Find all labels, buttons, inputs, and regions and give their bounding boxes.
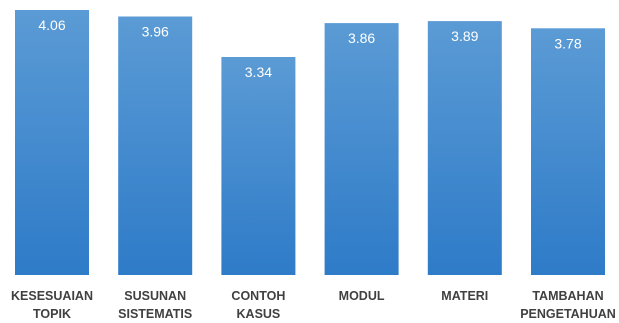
value-label-3: 3.86: [348, 30, 375, 46]
bar-1: [118, 16, 193, 275]
category-label-line: TOPIK: [33, 307, 71, 321]
category-label-line: CONTOH: [231, 289, 285, 303]
category-label-2: CONTOH KASUS: [231, 289, 285, 321]
category-label-5: TAMBAHAN PENGETAHUAN: [520, 289, 616, 321]
category-label-line: PENGETAHUAN: [520, 307, 616, 321]
bar-2: [221, 57, 296, 275]
category-label-line: SUSUNAN: [124, 289, 186, 303]
category-label-line: MODUL: [339, 289, 385, 303]
category-labels-layer: KESESUAIAN TOPIK SUSUNAN SISTEMATIS CONTOH KA…: [11, 289, 616, 321]
category-label-0: KESESUAIAN TOPIK: [11, 289, 93, 321]
value-label-1: 3.96: [142, 24, 169, 40]
category-label-3: MODUL: [339, 289, 385, 303]
value-label-0: 4.06: [38, 17, 65, 33]
category-label-1: SUSUNAN SISTEMATIS: [118, 289, 192, 321]
category-label-line: KASUS: [237, 307, 281, 321]
value-label-4: 3.89: [451, 28, 478, 44]
value-label-2: 3.34: [245, 64, 272, 80]
category-label-line: KESESUAIAN: [11, 289, 93, 303]
value-labels-layer: 4.06 3.96 3.34 3.86 3.89 3.78: [38, 17, 581, 80]
bar-0: [15, 10, 89, 275]
value-label-5: 3.78: [554, 35, 581, 51]
category-label-4: MATERI: [441, 289, 488, 303]
bar-3: [324, 23, 399, 275]
bars-layer: [15, 10, 605, 275]
bar-4: [427, 21, 502, 275]
category-label-line: MATERI: [441, 289, 488, 303]
bar-5: [531, 28, 605, 275]
category-label-line: TAMBAHAN: [532, 289, 603, 303]
category-label-line: SISTEMATIS: [118, 307, 192, 321]
